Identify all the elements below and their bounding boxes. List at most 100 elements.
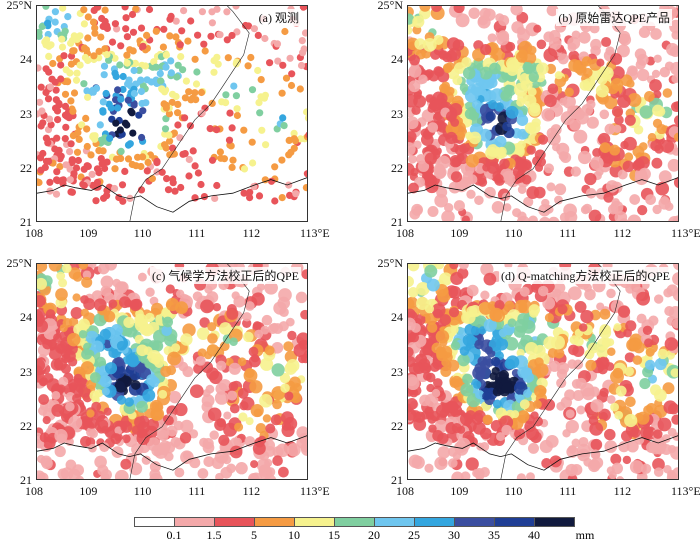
station-dot bbox=[55, 146, 63, 154]
station-dot bbox=[216, 148, 224, 156]
precip-cell bbox=[662, 382, 675, 395]
precip-cell bbox=[203, 456, 215, 467]
station-dot bbox=[240, 126, 248, 134]
station-dot bbox=[38, 22, 46, 31]
precip-cell bbox=[658, 170, 672, 184]
precip-cell bbox=[248, 346, 259, 357]
precip-cell bbox=[149, 472, 163, 479]
precip-cell bbox=[472, 469, 481, 478]
precip-cell bbox=[441, 210, 455, 221]
precip-cell bbox=[611, 106, 624, 118]
precip-cell bbox=[428, 70, 440, 82]
station-dot bbox=[240, 189, 248, 197]
station-dot bbox=[148, 175, 156, 183]
precip-cell bbox=[516, 114, 529, 126]
precip-cell bbox=[567, 36, 581, 50]
station-dot bbox=[68, 188, 76, 196]
precip-cell bbox=[528, 121, 541, 135]
precip-cell bbox=[491, 201, 505, 214]
precip-map bbox=[37, 6, 307, 221]
x-tick-label: 111 bbox=[188, 226, 206, 240]
precip-cell bbox=[167, 351, 182, 366]
station-dot bbox=[73, 148, 82, 156]
station-dot bbox=[73, 69, 81, 77]
precip-cell bbox=[281, 421, 291, 431]
precip-cell bbox=[503, 203, 512, 212]
precip-cell bbox=[636, 53, 649, 66]
precip-cell bbox=[72, 464, 85, 477]
precip-cell bbox=[171, 343, 181, 353]
precip-cell bbox=[37, 472, 49, 479]
precip-cell bbox=[280, 383, 290, 393]
precip-cell bbox=[465, 457, 479, 471]
station-dot bbox=[99, 107, 107, 115]
station-dot bbox=[211, 194, 219, 202]
station-dot bbox=[200, 40, 208, 48]
precip-cell bbox=[528, 215, 538, 221]
precip-cell bbox=[287, 330, 297, 341]
station-dot bbox=[72, 164, 81, 172]
precip-cell bbox=[486, 161, 500, 174]
colorbar-label: 35 bbox=[488, 528, 500, 542]
precip-cell bbox=[255, 422, 267, 434]
station-dot bbox=[255, 192, 264, 200]
precip-cell bbox=[624, 366, 635, 377]
precip-cell bbox=[66, 332, 81, 347]
station-dot bbox=[37, 28, 43, 36]
precip-cell bbox=[468, 7, 480, 19]
station-dot bbox=[225, 136, 234, 144]
precip-cell bbox=[557, 53, 569, 65]
station-dot bbox=[39, 119, 47, 127]
precip-cell bbox=[546, 6, 559, 17]
precip-cell bbox=[264, 345, 275, 356]
panel-label: (c) 气候学方法校正后的QPE bbox=[150, 267, 301, 284]
precip-cell bbox=[439, 314, 451, 326]
precip-cell bbox=[522, 61, 534, 73]
station-dot bbox=[222, 99, 230, 107]
precip-cell bbox=[500, 89, 513, 102]
precip-cell bbox=[93, 298, 107, 312]
x-tick-label: 113°E bbox=[300, 226, 330, 240]
precip-cell bbox=[607, 347, 616, 357]
precip-cell bbox=[215, 472, 224, 479]
precip-cell bbox=[673, 132, 678, 142]
colorbar-label: 30 bbox=[448, 528, 460, 542]
precip-cell bbox=[151, 401, 160, 410]
precip-cell bbox=[214, 391, 229, 405]
precip-cell bbox=[536, 157, 547, 167]
precip-cell bbox=[616, 476, 624, 479]
precip-cell bbox=[408, 275, 414, 288]
precip-cell bbox=[408, 154, 417, 164]
precip-cell bbox=[408, 346, 414, 358]
precip-cell bbox=[649, 79, 662, 92]
station-dot bbox=[286, 191, 294, 199]
precip-cell bbox=[408, 397, 418, 410]
precip-cell bbox=[136, 431, 150, 446]
precip-cell bbox=[237, 357, 247, 366]
station-dot bbox=[282, 74, 291, 82]
precip-cell bbox=[178, 361, 189, 372]
precip-cell bbox=[422, 38, 437, 52]
precip-cell bbox=[60, 467, 74, 479]
station-dot bbox=[137, 76, 145, 84]
precip-cell bbox=[479, 301, 493, 315]
precip-cell bbox=[513, 82, 528, 97]
precip-cell bbox=[576, 405, 586, 415]
colorbar-swatch bbox=[215, 518, 255, 526]
precip-cell bbox=[584, 172, 597, 186]
station-dot bbox=[82, 114, 90, 122]
precip-cell bbox=[554, 195, 563, 205]
precip-cell bbox=[639, 105, 653, 119]
precip-cell bbox=[610, 402, 619, 412]
station-dot bbox=[299, 49, 307, 57]
station-dot bbox=[80, 20, 88, 28]
precip-cell bbox=[541, 198, 550, 208]
precip-cell bbox=[408, 376, 420, 390]
station-dot bbox=[156, 70, 164, 78]
precip-cell bbox=[55, 288, 68, 301]
station-dot bbox=[37, 64, 42, 72]
station-dot bbox=[52, 190, 61, 198]
precip-cell bbox=[459, 346, 470, 356]
station-dot bbox=[220, 155, 228, 163]
precip-cell bbox=[223, 422, 238, 437]
